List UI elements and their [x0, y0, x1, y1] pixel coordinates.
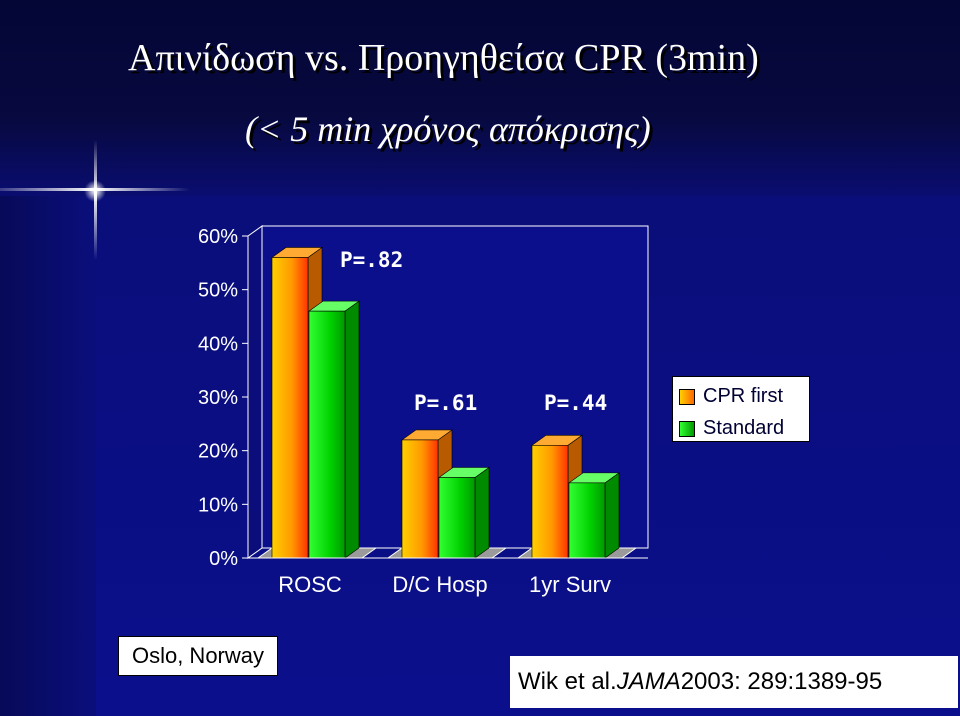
legend-entry-standard: Standard [679, 417, 784, 440]
bar-standard [438, 477, 476, 559]
y-tick-label: 0% [209, 548, 238, 570]
y-tick-label: 60% [198, 226, 238, 248]
legend-entry-cpr-first: CPR first [679, 385, 783, 408]
x-tick-label: 1yr Surv [529, 572, 611, 597]
bar-cpr-first [401, 439, 439, 559]
bar-side [344, 300, 360, 559]
chart-legend: CPR first Standard [672, 376, 810, 442]
slide-subtitle: (< 5 min χρόνος απόκρισης) [245, 109, 651, 149]
bar-cpr-first [271, 257, 309, 559]
p-value-annotation: P=.82 [340, 248, 403, 272]
x-tick-label: ROSC [278, 572, 342, 597]
slide-title: Απινίδωση vs. Προηγηθείσα CPR (3min) [128, 37, 759, 79]
bar-standard [568, 482, 606, 559]
y-tick-label: 50% [198, 280, 238, 302]
title-band [0, 0, 960, 196]
y-tick-label: 20% [198, 441, 238, 463]
p-value-annotation: P=.44 [544, 391, 607, 415]
p-value-annotation: P=.61 [414, 391, 477, 415]
bar-standard [308, 310, 346, 559]
y-tick-label: 10% [198, 494, 238, 516]
legend-swatch-standard [679, 420, 695, 437]
y-tick-label: 40% [198, 333, 238, 355]
bar-side [604, 472, 620, 559]
y-tick-label: 30% [198, 387, 238, 409]
left-band [0, 196, 96, 716]
x-tick-label: D/C Hosp [392, 572, 487, 597]
location-label: Oslo, Norway [118, 636, 278, 676]
bar-side [474, 466, 490, 559]
citation: Wik et al. JAMA 2003: 289:1389-95 [510, 656, 958, 708]
citation-journal: JAMA [616, 668, 681, 695]
plot-side-wall [247, 225, 263, 559]
legend-swatch-cpr-first [679, 388, 695, 405]
light-flare-center [84, 180, 106, 202]
legend-label-standard: Standard [703, 417, 785, 439]
citation-authors: Wik et al. [518, 668, 617, 695]
citation-details: 2003: 289:1389-95 [680, 668, 883, 695]
bar-cpr-first [531, 444, 569, 559]
legend-label-cpr-first: CPR first [703, 385, 783, 407]
